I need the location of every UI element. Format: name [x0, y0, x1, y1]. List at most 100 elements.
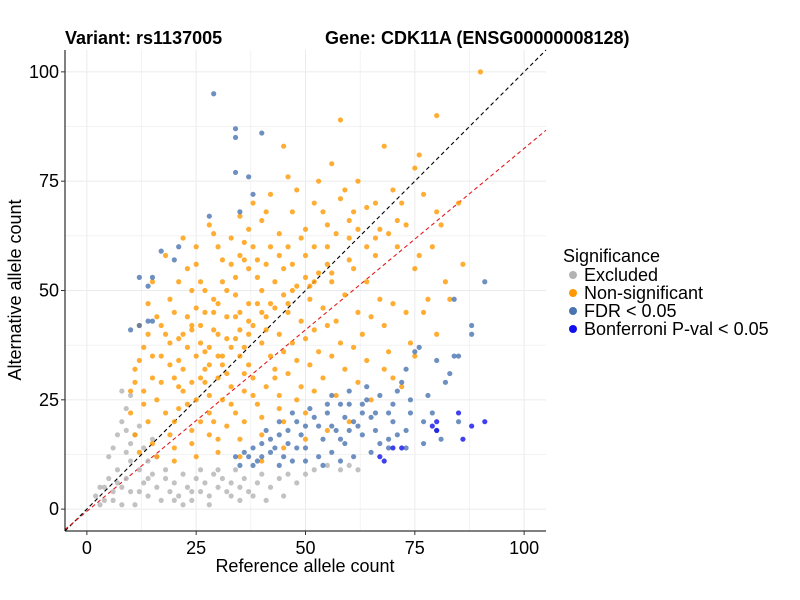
point-non-significant — [232, 410, 239, 416]
point-fdr-0-05 — [420, 440, 427, 447]
point-non-significant — [294, 397, 300, 403]
y-tick-label: 0 — [49, 499, 59, 519]
point-non-significant — [281, 349, 287, 355]
point-excluded — [285, 471, 291, 477]
y-tick-label: 100 — [29, 62, 59, 82]
point-non-significant — [364, 204, 370, 211]
point-non-significant — [167, 296, 173, 302]
point-excluded — [141, 445, 147, 451]
point-non-significant — [237, 353, 243, 359]
point-excluded — [337, 467, 344, 473]
point-non-significant — [434, 331, 440, 337]
point-non-significant — [372, 252, 379, 259]
point-non-significant — [289, 261, 295, 267]
point-fdr-0-05 — [337, 401, 344, 407]
point-non-significant — [385, 231, 392, 237]
point-fdr-0-05 — [425, 392, 431, 399]
point-fdr-0-05 — [149, 318, 156, 324]
x-tick-label: 50 — [295, 538, 315, 558]
point-non-significant — [171, 309, 177, 315]
point-fdr-0-05 — [447, 370, 453, 377]
point-non-significant — [368, 314, 374, 320]
point-non-significant — [206, 344, 212, 350]
point-excluded — [141, 480, 147, 486]
point-fdr-0-05 — [407, 410, 414, 416]
point-excluded — [302, 471, 309, 477]
point-excluded — [254, 480, 260, 486]
point-non-significant — [320, 305, 326, 311]
point-fdr-0-05 — [333, 427, 339, 434]
point-non-significant — [372, 235, 379, 241]
point-non-significant — [215, 449, 221, 455]
point-non-significant — [232, 292, 239, 298]
point-excluded — [267, 484, 274, 490]
point-non-significant — [215, 331, 221, 337]
point-non-significant — [219, 397, 226, 403]
point-fdr-0-05 — [267, 449, 274, 455]
point-non-significant — [298, 318, 304, 324]
point-fdr-0-05 — [211, 91, 217, 97]
point-non-significant — [342, 187, 348, 193]
point-fdr-0-05 — [372, 410, 379, 416]
point-non-significant — [193, 305, 199, 311]
point-non-significant — [385, 349, 392, 355]
point-non-significant — [167, 362, 173, 368]
x-tick-label: 75 — [405, 538, 425, 558]
point-non-significant — [311, 327, 317, 333]
point-non-significant — [412, 165, 418, 171]
point-non-significant — [232, 314, 239, 320]
point-bonferroni-p-val-0-05 — [377, 454, 383, 460]
point-non-significant — [307, 362, 313, 368]
point-non-significant — [425, 296, 431, 302]
point-non-significant — [237, 327, 243, 333]
point-non-significant — [324, 222, 330, 228]
point-non-significant — [302, 410, 309, 416]
point-fdr-0-05 — [276, 462, 282, 469]
point-fdr-0-05 — [237, 209, 243, 215]
point-non-significant — [176, 279, 182, 285]
legend: Significance ExcludedNon-significantFDR … — [563, 246, 769, 339]
point-non-significant — [307, 296, 313, 302]
point-non-significant — [298, 384, 304, 390]
point-fdr-0-05 — [136, 274, 142, 280]
point-non-significant — [215, 244, 221, 250]
point-fdr-0-05 — [324, 401, 330, 407]
point-non-significant — [329, 161, 335, 167]
point-non-significant — [197, 419, 204, 425]
point-fdr-0-05 — [294, 419, 300, 425]
point-fdr-0-05 — [429, 410, 435, 416]
point-non-significant — [311, 200, 317, 206]
point-excluded — [189, 489, 195, 495]
point-excluded — [184, 484, 191, 490]
point-fdr-0-05 — [232, 169, 239, 176]
point-fdr-0-05 — [403, 445, 409, 451]
point-excluded — [180, 471, 186, 477]
point-non-significant — [355, 379, 361, 385]
point-excluded — [324, 462, 330, 469]
point-non-significant — [224, 370, 230, 377]
point-excluded — [110, 489, 116, 495]
point-non-significant — [219, 362, 226, 368]
point-excluded — [228, 480, 234, 486]
point-excluded — [167, 489, 173, 495]
point-fdr-0-05 — [346, 401, 352, 407]
point-non-significant — [416, 152, 422, 158]
point-non-significant — [429, 244, 435, 250]
point-excluded — [158, 497, 164, 503]
point-excluded — [250, 493, 256, 499]
point-fdr-0-05 — [407, 397, 414, 403]
point-non-significant — [154, 454, 160, 460]
point-non-significant — [197, 375, 204, 381]
point-excluded — [127, 489, 134, 495]
grid — [65, 50, 546, 531]
point-non-significant — [272, 375, 278, 381]
reference-line-expected-ratio — [64, 129, 547, 530]
point-non-significant — [189, 379, 195, 385]
point-fdr-0-05 — [302, 423, 309, 429]
point-non-significant — [241, 419, 247, 425]
point-non-significant — [267, 191, 274, 197]
point-non-significant — [246, 301, 252, 307]
point-non-significant — [184, 344, 191, 350]
point-non-significant — [311, 279, 317, 285]
point-fdr-0-05 — [403, 427, 409, 434]
